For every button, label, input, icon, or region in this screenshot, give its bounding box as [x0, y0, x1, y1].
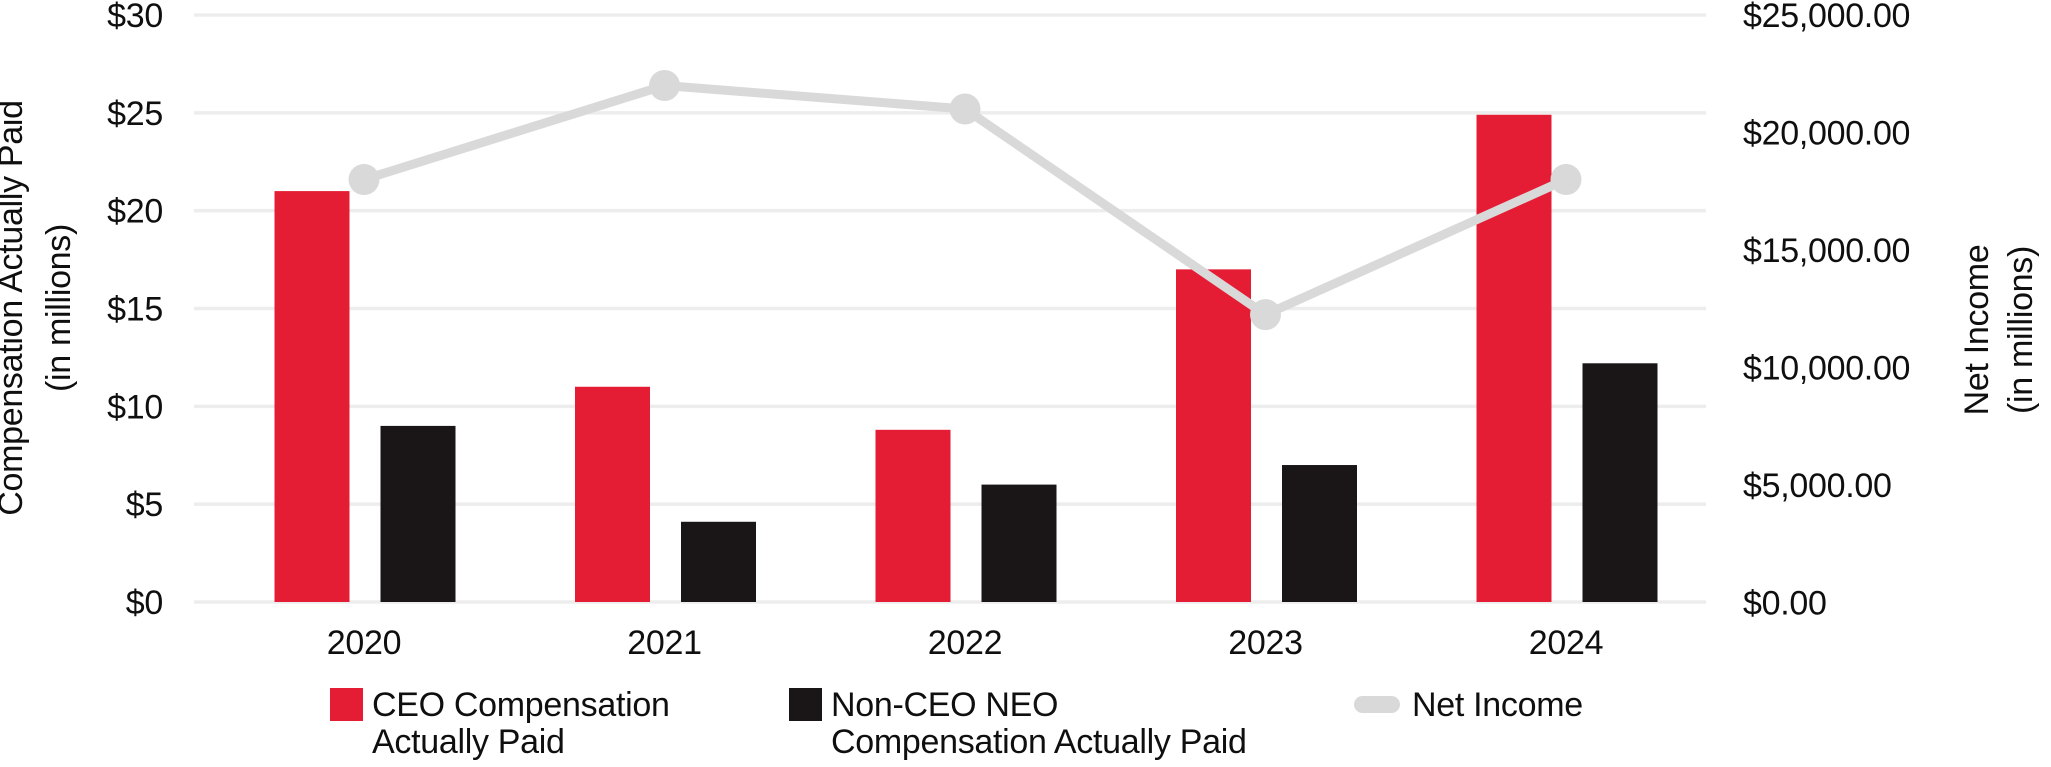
- bar-ceo-2023: [1176, 269, 1251, 602]
- right-axis-subtitle: (in millions): [2002, 246, 2040, 414]
- bar-neo-2021: [681, 521, 756, 602]
- bar-neo-2024: [1582, 363, 1658, 602]
- bar-ceo-2022: [875, 429, 951, 602]
- legend-label: Compensation Actually Paid: [831, 723, 1247, 761]
- x-axis-label-2023: 2023: [1228, 624, 1302, 662]
- left-tick-label: $20: [107, 193, 163, 231]
- right-axis-title: Net Income: [1958, 245, 1996, 416]
- left-axis-title: Compensation Actually Paid: [0, 100, 30, 516]
- left-axis-subtitle: (in millions): [40, 224, 78, 392]
- legend-swatch-square: [330, 688, 363, 721]
- right-tick-label: $20,000.00: [1743, 115, 1910, 153]
- bar-ceo-2021: [575, 386, 650, 602]
- net-income-marker-2021: [649, 70, 680, 101]
- bar-neo-2022: [981, 484, 1057, 602]
- bar-series-ceo: [274, 114, 1552, 602]
- bar-neo-2023: [1282, 465, 1357, 602]
- left-tick-label: $25: [107, 95, 163, 133]
- x-axis-label-2022: 2022: [928, 624, 1002, 662]
- x-axis-label-2020: 2020: [327, 624, 401, 662]
- line-series-net-income: [348, 70, 1582, 331]
- legend-swatch-square: [789, 688, 822, 721]
- left-tick-label: $10: [107, 388, 163, 426]
- left-tick-label: $15: [107, 291, 163, 329]
- bar-series-neo: [380, 363, 1658, 602]
- net-income-marker-2024: [1550, 164, 1582, 195]
- net-income-marker-2020: [348, 164, 380, 195]
- right-tick-label: $0.00: [1743, 585, 1827, 623]
- legend-label: Non-CEO NEO: [831, 686, 1058, 724]
- legend-label: Actually Paid: [372, 723, 565, 761]
- net-income-marker-2023: [1250, 299, 1281, 331]
- left-tick-label: $30: [107, 0, 163, 35]
- left-tick-label: $5: [126, 486, 163, 524]
- legend-label: Net Income: [1412, 686, 1583, 724]
- x-axis-label-2024: 2024: [1529, 624, 1603, 662]
- right-tick-label: $5,000.00: [1743, 467, 1892, 505]
- legend-label: CEO Compensation: [372, 686, 670, 724]
- x-axis-label-2021: 2021: [627, 624, 701, 662]
- right-tick-label: $25,000.00: [1743, 0, 1910, 35]
- legend-swatch-line: [1354, 696, 1400, 713]
- left-tick-label: $0: [126, 584, 163, 622]
- legend-item-2: Net Income: [1354, 686, 1583, 724]
- bar-ceo-2020: [274, 191, 350, 602]
- right-tick-label: $10,000.00: [1743, 350, 1910, 388]
- right-tick-label: $15,000.00: [1743, 232, 1910, 270]
- bar-neo-2020: [380, 425, 456, 602]
- net-income-marker-2022: [949, 93, 981, 125]
